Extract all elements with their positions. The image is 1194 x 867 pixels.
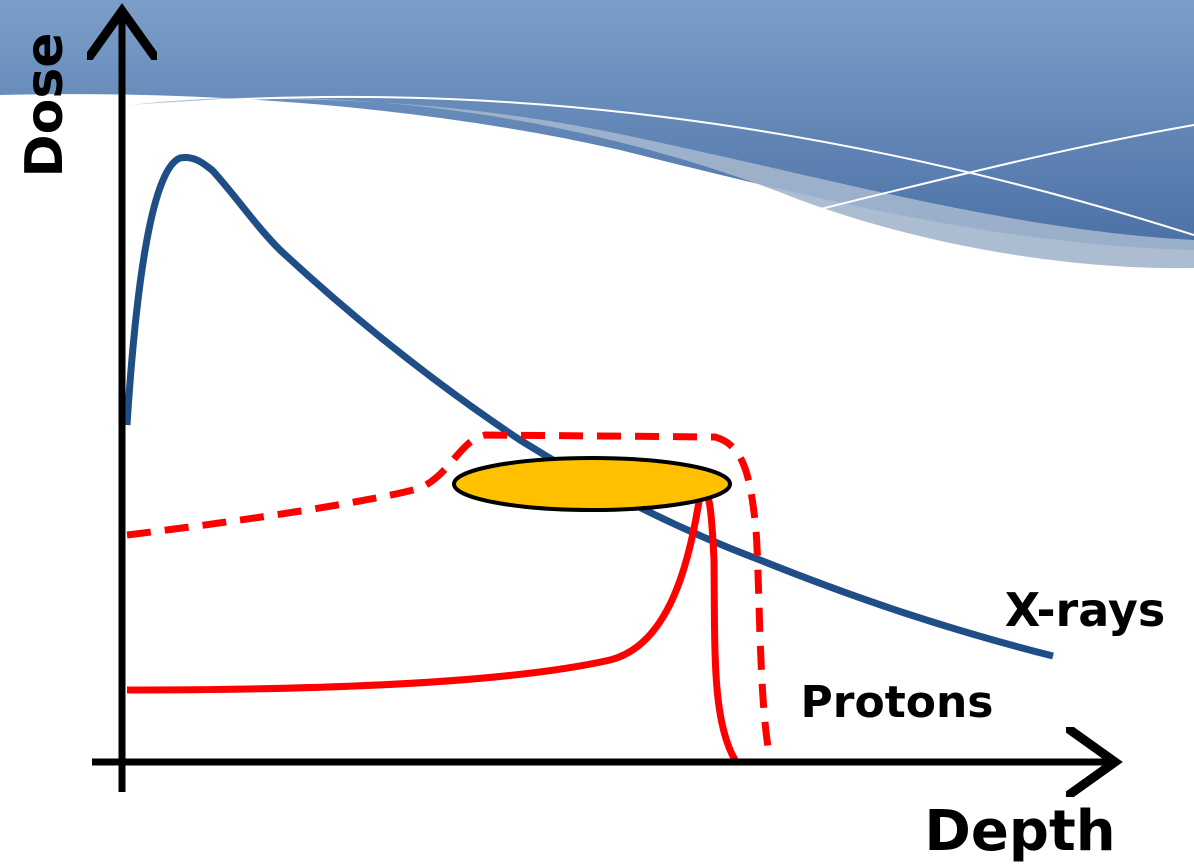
x-axis-label: Depth xyxy=(924,799,1115,864)
tumor xyxy=(452,456,732,512)
axes xyxy=(92,18,1108,792)
header-wave xyxy=(0,0,1194,269)
y-axis-label: Dose xyxy=(15,32,75,177)
x-ray-curve xyxy=(123,153,1054,660)
proton-sobp-curve xyxy=(126,431,774,759)
curves xyxy=(123,153,1054,762)
curve-label: X-rays xyxy=(1005,583,1165,637)
proton-curve xyxy=(126,488,739,762)
curve-label: Protons xyxy=(801,677,994,728)
